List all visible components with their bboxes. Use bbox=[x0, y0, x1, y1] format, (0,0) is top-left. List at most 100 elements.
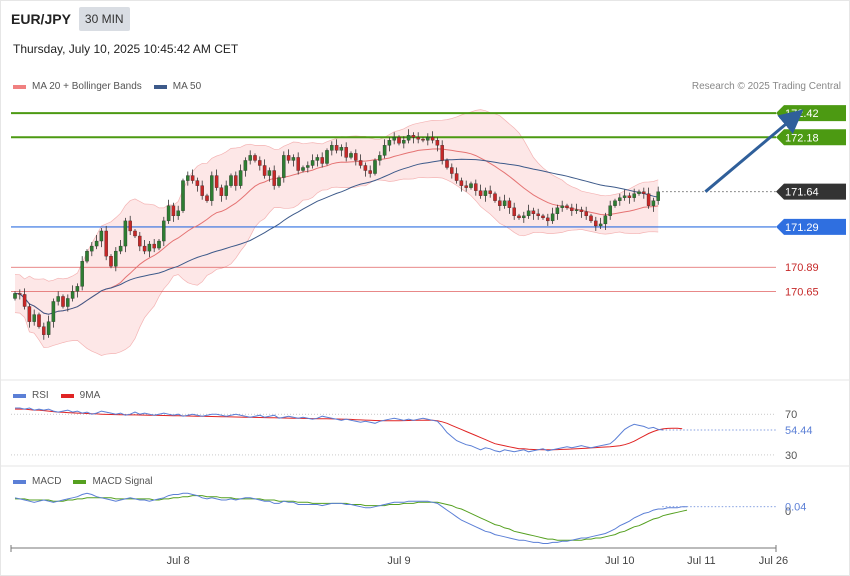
candle-body bbox=[344, 147, 348, 158]
legend-swatch-macd-signal bbox=[73, 479, 87, 484]
candle-body bbox=[200, 185, 204, 196]
ma20-line bbox=[14, 148, 659, 315]
candle-body bbox=[651, 200, 656, 206]
candle-body bbox=[483, 190, 488, 196]
candle-body bbox=[296, 157, 300, 171]
candle-body bbox=[478, 190, 483, 196]
candle-body bbox=[349, 153, 353, 158]
candle-body bbox=[373, 160, 377, 174]
macd-zero-label: 0 bbox=[785, 506, 791, 518]
candle-body bbox=[104, 230, 108, 257]
candle-body bbox=[306, 165, 310, 168]
candle-body bbox=[243, 160, 248, 171]
candle-body bbox=[80, 261, 84, 287]
credit-text: Research © 2025 Trading Central bbox=[691, 81, 841, 92]
candle-body bbox=[517, 215, 521, 219]
candles-group bbox=[13, 129, 660, 340]
candle-body bbox=[570, 207, 574, 211]
timeframe-badge[interactable]: 30 MIN bbox=[78, 7, 130, 31]
candle-body bbox=[454, 173, 459, 181]
candle-body bbox=[32, 314, 36, 322]
candle-body bbox=[488, 190, 492, 194]
current-price-label: 171.64 bbox=[785, 187, 819, 199]
candle-body bbox=[435, 140, 440, 146]
candle-body bbox=[579, 209, 584, 212]
candle-body bbox=[229, 175, 233, 186]
candle-body bbox=[133, 230, 137, 237]
candle-body bbox=[46, 321, 51, 335]
candle-body bbox=[315, 157, 320, 161]
candle-body bbox=[445, 160, 449, 168]
candle-body bbox=[522, 215, 526, 219]
macd-legend: MACD MACD Signal bbox=[13, 476, 164, 487]
legend-item-macd: MACD bbox=[13, 476, 61, 487]
candle-body bbox=[301, 167, 305, 171]
candle-body bbox=[526, 210, 531, 217]
candle-body bbox=[22, 294, 27, 307]
legend-label-rsi-ma: 9MA bbox=[79, 390, 101, 401]
candle-body bbox=[334, 145, 339, 151]
candle-body bbox=[219, 187, 224, 196]
candle-body bbox=[282, 155, 286, 178]
legend-label-ma20: MA 20 + Bollinger Bands bbox=[32, 81, 142, 92]
candle-body bbox=[253, 155, 257, 161]
legend-swatch-rsi bbox=[13, 393, 26, 398]
candle-body bbox=[440, 145, 444, 161]
candle-body bbox=[171, 205, 176, 217]
candle-body bbox=[411, 135, 416, 138]
candle-body bbox=[18, 293, 22, 295]
candle-body bbox=[387, 140, 392, 146]
candle-body bbox=[354, 153, 358, 161]
rsi-level-label-70: 70 bbox=[785, 409, 797, 421]
candle-body bbox=[406, 135, 411, 141]
level-label-5: 170.65 bbox=[785, 286, 819, 298]
timestamp: Thursday, July 10, 2025 10:45:42 AM CET bbox=[13, 42, 239, 56]
candle-body bbox=[195, 180, 200, 186]
candle-body bbox=[550, 213, 555, 222]
candle-body bbox=[114, 250, 118, 267]
candle-body bbox=[531, 210, 536, 214]
time-axis-label: Jul 10 bbox=[605, 555, 634, 567]
level-label-1: 172.18 bbox=[785, 132, 819, 144]
macd-signal-line bbox=[15, 495, 688, 541]
candle-body bbox=[248, 155, 252, 161]
candle-body bbox=[262, 165, 267, 176]
candle-body bbox=[214, 175, 219, 188]
current-price-tag bbox=[776, 183, 846, 200]
time-axis-label: Jul 11 bbox=[687, 555, 716, 567]
candle-body bbox=[320, 157, 324, 164]
candle-body bbox=[138, 235, 142, 247]
candle-body bbox=[574, 209, 579, 211]
candle-body bbox=[128, 220, 132, 232]
candle-body bbox=[205, 195, 209, 201]
candle-body bbox=[598, 223, 603, 227]
candle-body bbox=[224, 185, 228, 196]
candle-body bbox=[618, 197, 622, 201]
candle-body bbox=[589, 215, 593, 222]
candle-body bbox=[498, 200, 502, 206]
rsi-ma-line bbox=[15, 408, 683, 451]
candle-body bbox=[147, 243, 152, 252]
candle-body bbox=[603, 215, 608, 225]
candle-body bbox=[61, 296, 65, 307]
candle-body bbox=[51, 301, 56, 322]
symbol-title: EUR/JPY bbox=[11, 11, 71, 27]
candle-body bbox=[291, 157, 296, 161]
candle-body bbox=[402, 140, 406, 144]
level-label-0: 172.42 bbox=[785, 108, 819, 120]
main-legend: MA 20 + Bollinger Bands MA 50 bbox=[13, 81, 213, 92]
legend-item-ma50: MA 50 bbox=[153, 81, 202, 92]
time-axis-label: Jul 8 bbox=[167, 555, 190, 567]
candle-body bbox=[99, 230, 104, 242]
candle-body bbox=[286, 155, 291, 161]
candle-body bbox=[642, 191, 646, 194]
rsi-line bbox=[15, 407, 664, 453]
candle-body bbox=[469, 183, 473, 188]
candle-body bbox=[622, 195, 627, 198]
candle-body bbox=[142, 245, 147, 252]
legend-label-ma50: MA 50 bbox=[172, 81, 202, 92]
legend-label-macd-signal: MACD Signal bbox=[92, 476, 153, 487]
legend-swatch-macd bbox=[13, 479, 26, 484]
candle-body bbox=[190, 175, 195, 181]
